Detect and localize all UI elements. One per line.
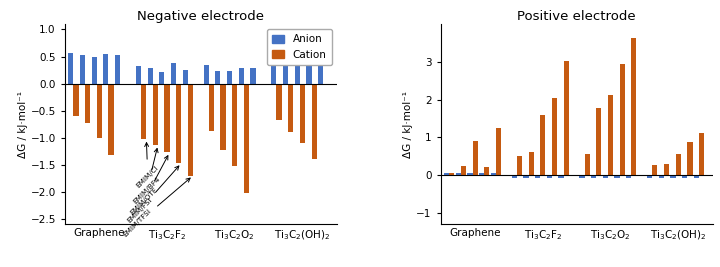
Bar — [103, 54, 109, 84]
Text: EMIM/OTF: EMIM/OTF — [129, 156, 168, 216]
Bar — [288, 84, 294, 132]
Bar — [528, 152, 534, 175]
Title: Negative electrode: Negative electrode — [138, 10, 264, 23]
Bar — [68, 53, 73, 84]
Bar — [141, 84, 146, 139]
Bar — [164, 84, 170, 152]
Bar — [456, 172, 461, 175]
Bar — [244, 84, 249, 193]
Bar — [148, 68, 153, 84]
Bar — [496, 128, 501, 175]
Bar — [461, 166, 466, 175]
Bar — [620, 64, 625, 175]
Bar — [552, 98, 557, 175]
Bar — [693, 175, 699, 178]
Bar — [215, 71, 220, 84]
Bar — [96, 84, 102, 138]
Bar — [591, 175, 596, 178]
Bar — [535, 175, 540, 178]
Bar — [517, 156, 522, 175]
Text: EMIM/TFSI: EMIM/TFSI — [122, 178, 190, 238]
Title: Positive electrode: Positive electrode — [518, 10, 636, 23]
Bar — [540, 115, 546, 175]
Bar — [271, 57, 276, 84]
Bar — [91, 57, 96, 84]
Bar — [153, 84, 158, 145]
Bar — [238, 68, 244, 84]
Bar — [688, 142, 693, 175]
Bar — [546, 175, 552, 178]
Bar — [467, 172, 472, 175]
Bar — [220, 84, 226, 150]
Bar — [614, 175, 620, 178]
Bar — [670, 175, 675, 178]
Bar — [251, 68, 256, 84]
Bar — [73, 84, 78, 116]
Bar — [490, 172, 496, 175]
Bar — [699, 133, 704, 175]
Bar — [204, 65, 209, 84]
Text: EMIM/Cl: EMIM/Cl — [135, 143, 160, 189]
Bar — [209, 84, 214, 131]
Bar — [188, 84, 193, 176]
Bar — [523, 175, 528, 178]
Bar — [603, 175, 608, 178]
Y-axis label: ΔG / kJ·mol⁻¹: ΔG / kJ·mol⁻¹ — [17, 91, 27, 158]
Bar — [159, 72, 164, 84]
Bar — [608, 95, 613, 175]
Bar — [115, 56, 120, 84]
Bar — [306, 54, 312, 84]
Bar — [176, 84, 181, 163]
Bar — [484, 167, 490, 175]
Bar — [659, 175, 664, 178]
Legend: Anion, Cation: Anion, Cation — [266, 29, 332, 65]
Bar — [294, 59, 300, 84]
Bar — [626, 175, 631, 178]
Bar — [512, 175, 517, 178]
Bar — [232, 84, 238, 166]
Bar — [276, 84, 282, 120]
Text: EMIM/FSI: EMIM/FSI — [125, 166, 179, 225]
Text: EMIM/BF4: EMIM/BF4 — [132, 148, 161, 205]
Bar — [109, 84, 114, 155]
Bar — [580, 175, 585, 178]
Bar — [675, 154, 681, 175]
Bar — [564, 61, 569, 175]
Bar — [80, 56, 85, 84]
Bar — [85, 84, 90, 123]
Bar — [472, 141, 478, 175]
Bar — [283, 57, 288, 84]
Bar — [682, 175, 688, 178]
Y-axis label: ΔG / kJ·mol⁻¹: ΔG / kJ·mol⁻¹ — [403, 91, 413, 158]
Bar — [585, 154, 590, 175]
Bar — [171, 63, 176, 84]
Bar — [479, 172, 484, 175]
Bar — [558, 175, 564, 178]
Bar — [664, 164, 669, 175]
Bar — [183, 70, 188, 84]
Bar — [318, 57, 323, 84]
Bar — [596, 108, 601, 175]
Bar — [444, 172, 449, 175]
Bar — [300, 84, 305, 143]
Bar — [312, 84, 317, 159]
Bar — [652, 165, 657, 175]
Bar — [227, 71, 232, 84]
Bar — [449, 172, 454, 175]
Bar — [631, 38, 636, 175]
Bar — [136, 66, 141, 84]
Bar — [647, 175, 652, 178]
